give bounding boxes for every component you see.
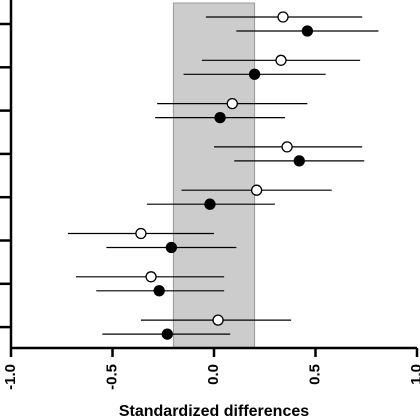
- reference-band-group: [172, 2, 256, 349]
- filled-point: [301, 25, 314, 37]
- y-axis: [0, 0, 13, 348]
- filled-point: [153, 285, 165, 297]
- reference-band: [172, 2, 256, 349]
- open-point: [281, 141, 293, 153]
- x-axis-title: Standardized differences: [119, 403, 309, 420]
- filled-point: [214, 111, 226, 124]
- open-point: [212, 314, 224, 326]
- open-point: [277, 11, 289, 23]
- x-tick-label: 0.5: [307, 364, 324, 385]
- filled-point: [161, 328, 173, 340]
- marker-layer: [135, 11, 314, 340]
- filled-point: [293, 155, 305, 167]
- filled-point: [165, 241, 178, 254]
- x-tick-label: 0.0: [205, 364, 222, 385]
- x-tick-label: -0.5: [104, 364, 121, 390]
- open-point: [145, 271, 157, 283]
- filled-point: [248, 68, 261, 80]
- filled-point: [204, 198, 216, 210]
- x-tick-label: -1.0: [2, 364, 19, 390]
- open-point: [226, 97, 238, 110]
- open-point: [250, 184, 263, 196]
- x-axis: -1.0 -0.5 0.0 0.5 1.0: [2, 346, 420, 390]
- open-point: [135, 227, 147, 240]
- open-point: [275, 54, 287, 66]
- x-tick-label: 1.0: [408, 364, 420, 385]
